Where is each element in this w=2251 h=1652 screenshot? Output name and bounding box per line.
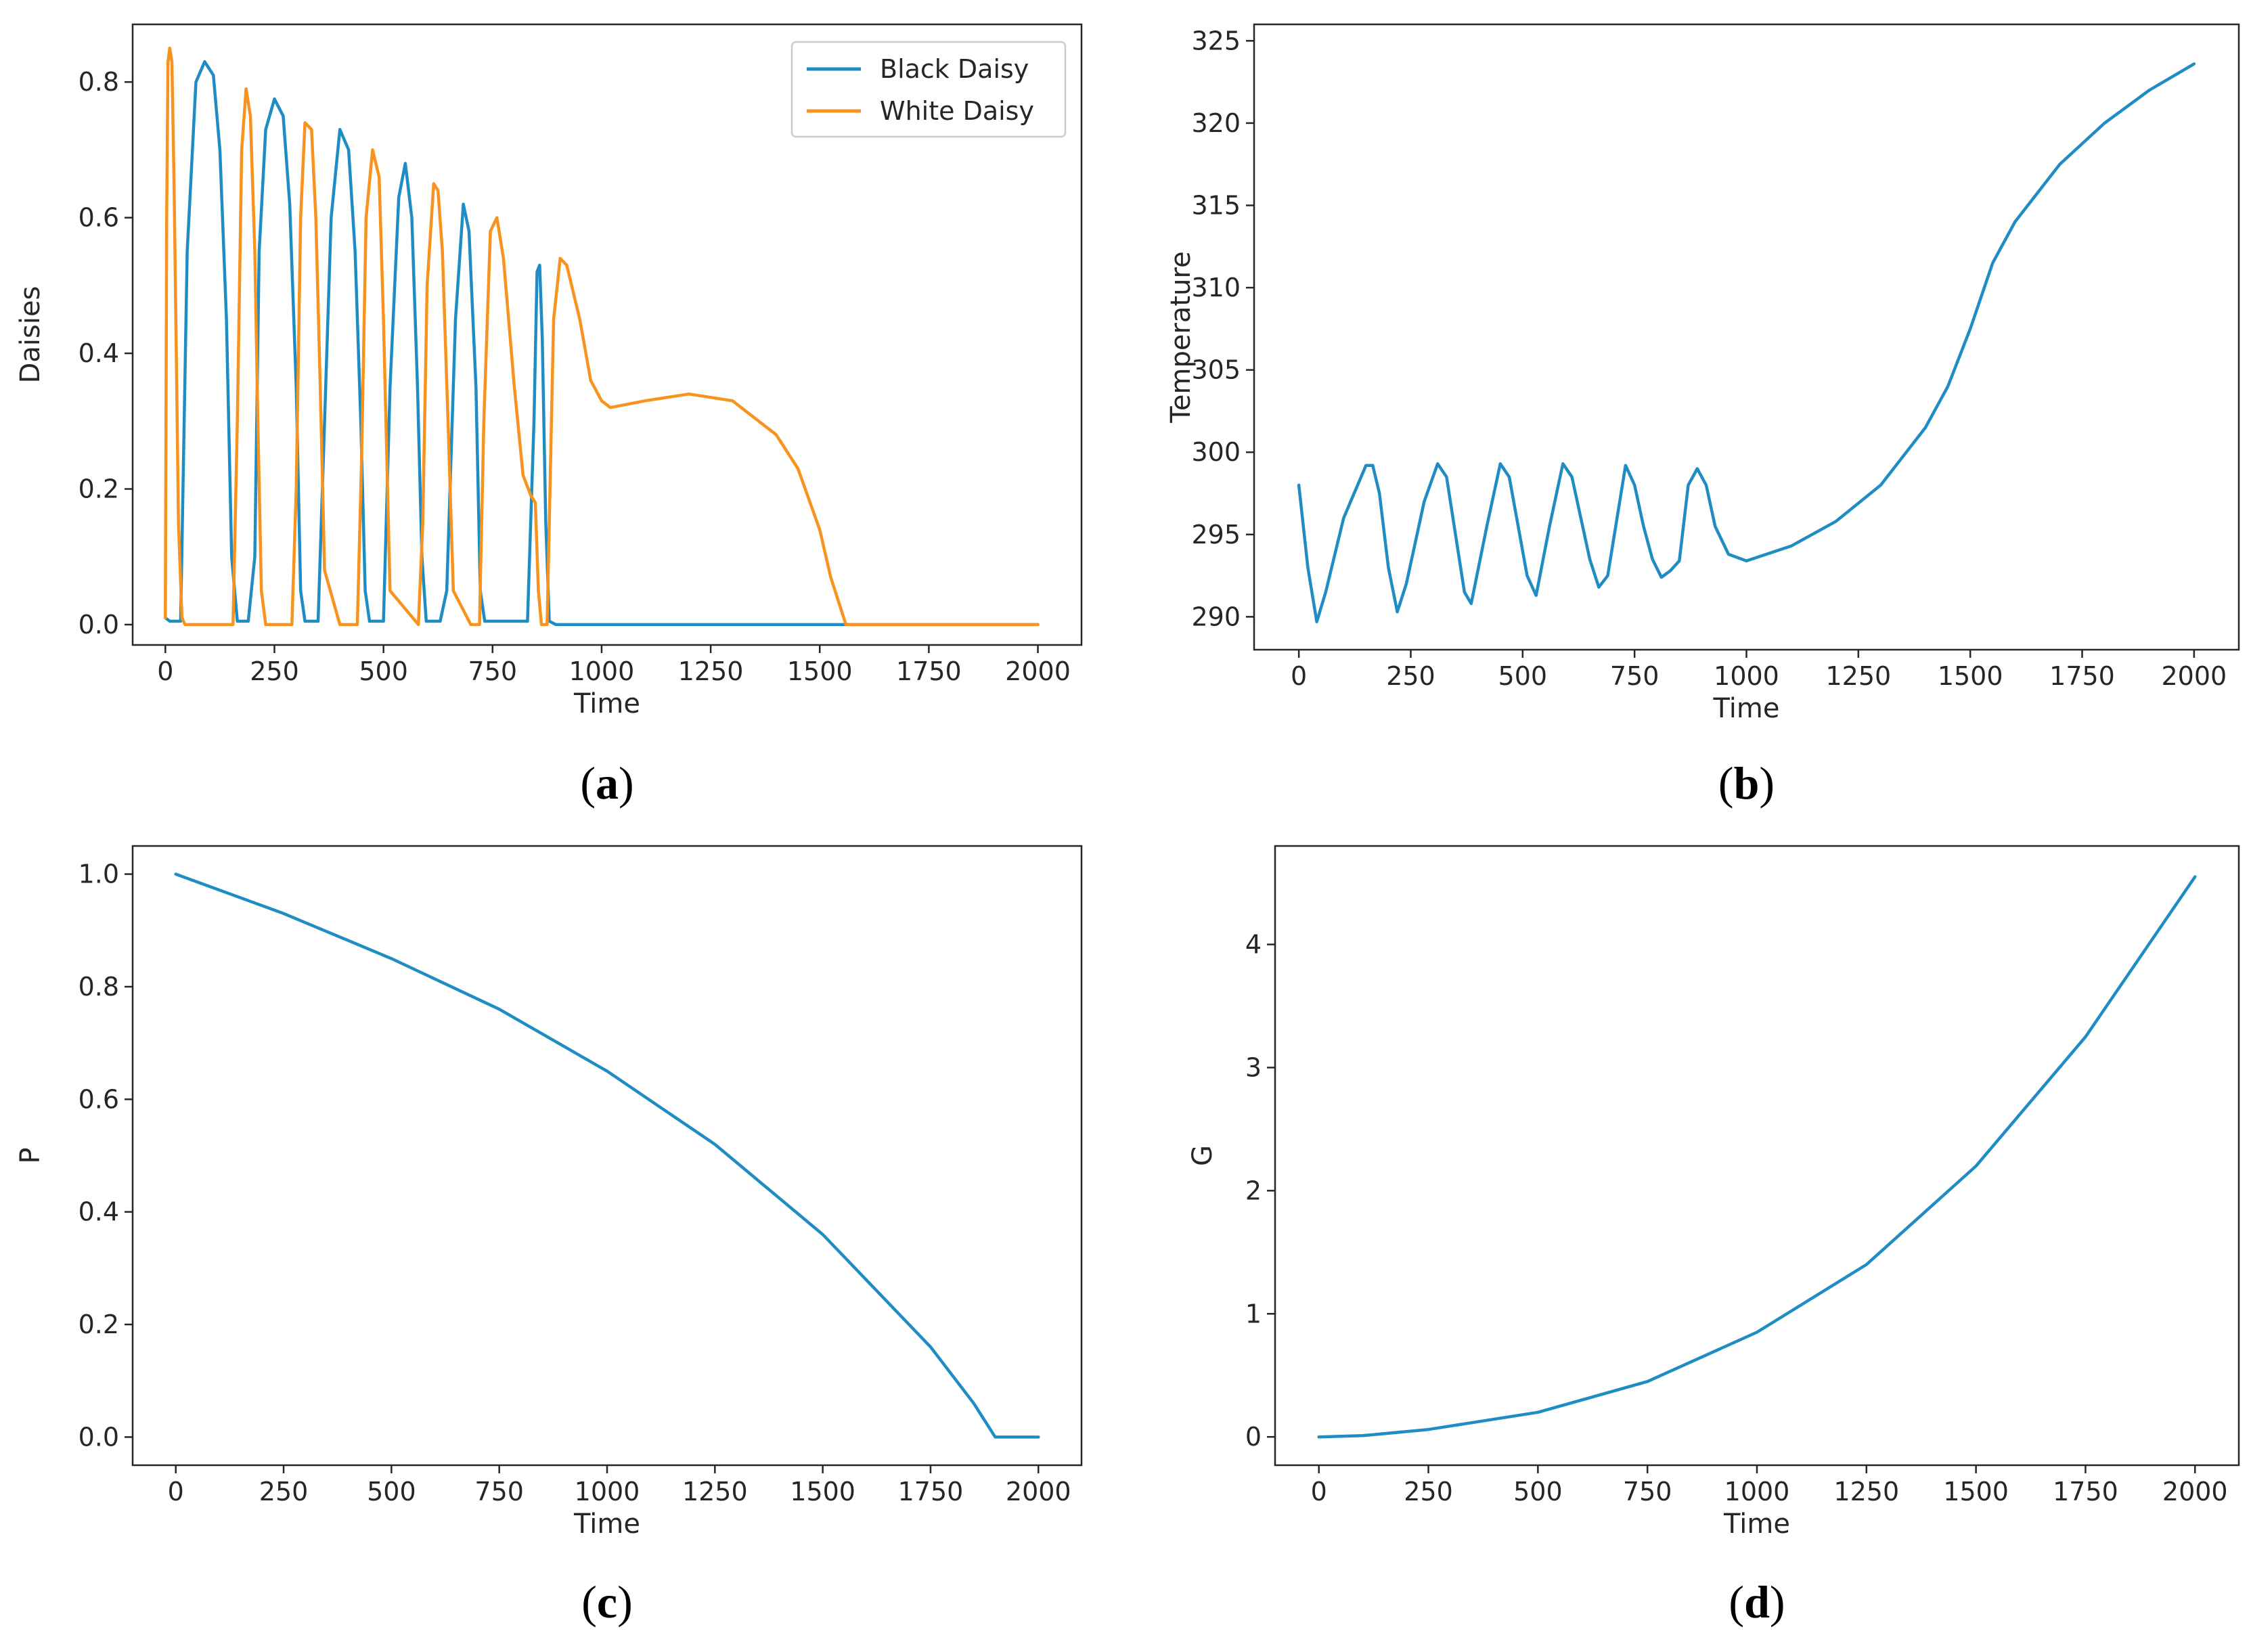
x-axis-label: Time [1723, 1509, 1790, 1540]
y-axis-label: P [15, 1147, 46, 1163]
y-tick-label: 1 [1245, 1299, 1262, 1329]
x-tick-label: 1750 [898, 1477, 964, 1506]
legend: Black Daisy White Daisy [790, 41, 1067, 138]
x-axis-label: Time [1713, 693, 1780, 724]
x-tick-label: 2000 [2162, 1477, 2228, 1506]
y-tick-label: 0.6 [79, 203, 119, 233]
x-tick-label: 750 [474, 1477, 524, 1506]
x-tick-label: 250 [259, 1477, 309, 1506]
y-tick-label: 295 [1191, 520, 1241, 550]
y-tick-label: 0.4 [79, 1197, 119, 1227]
x-tick-label: 250 [1404, 1477, 1453, 1506]
panel-a-daisies-chart: 0 250 500 750 1000 1250 1500 1750 2000 0.0 0.2 0.4 0… [15, 23, 1083, 809]
panel-label: (a) [580, 757, 633, 809]
y-axis-label: G [1187, 1145, 1218, 1166]
y-tick-label: 315 [1191, 190, 1241, 220]
x-tick-label: 750 [1610, 661, 1659, 691]
panel-label: (d) [1729, 1576, 1785, 1628]
x-tick-label: 1000 [569, 656, 635, 686]
series-line-1 [174, 872, 1040, 1439]
series-line-1 [1297, 62, 2196, 623]
y-tick-label: 0.0 [79, 610, 119, 640]
x-tick-label: 250 [1386, 661, 1435, 691]
y-tick-label: 0 [1245, 1422, 1262, 1452]
series-line-1 [1317, 875, 2197, 1439]
y-tick-label: 0.6 [79, 1084, 119, 1114]
x-tick-label: 500 [367, 1477, 416, 1506]
x-tick-label: 1000 [1724, 1477, 1790, 1506]
panel-c-p-chart: 0 250 500 750 1000 1250 1500 1750 2000 0.0 0.2 0.4 0… [15, 845, 1083, 1628]
y-tick-label: 1.0 [79, 860, 119, 889]
x-tick-label: 1750 [2053, 1477, 2118, 1506]
panel-label: (c) [581, 1576, 633, 1628]
x-tick-label: 500 [359, 656, 408, 686]
x-tick-label: 1250 [1825, 661, 1891, 691]
y-tick-label: 0.8 [79, 972, 119, 1002]
x-tick-label: 1250 [682, 1477, 748, 1506]
y-tick-label: 0.0 [79, 1422, 119, 1452]
panel-b-temperature-chart: 0 250 500 750 1000 1250 1500 1750 2000 290 295 300 3… [1165, 23, 2240, 809]
x-tick-label: 0 [168, 1477, 184, 1506]
y-axis-label: Daisies [15, 286, 46, 384]
x-tick-label: 2000 [1005, 656, 1071, 686]
x-tick-label: 1250 [1833, 1477, 1899, 1506]
plot-frame [131, 23, 1083, 646]
plot-frame [1253, 23, 2240, 651]
y-tick-label: 0.4 [79, 338, 119, 368]
x-tick-label: 500 [1513, 1477, 1563, 1506]
series-line-white-daisy [164, 46, 1040, 627]
x-axis-label: Time [573, 1509, 640, 1540]
x-tick-label: 1750 [2049, 661, 2115, 691]
panel-d-g-chart: 0 250 500 750 1000 1250 1500 1750 2000 0 1 2 3 4 Time G… [1187, 845, 2240, 1628]
y-tick-label: 4 [1245, 930, 1262, 960]
legend-entry: Black Daisy [880, 54, 1029, 84]
x-tick-label: 2000 [1006, 1477, 1071, 1506]
x-tick-label: 1500 [1943, 1477, 2009, 1506]
x-tick-label: 500 [1498, 661, 1548, 691]
x-tick-label: 2000 [2162, 661, 2227, 691]
x-tick-label: 250 [250, 656, 299, 686]
x-tick-label: 1000 [575, 1477, 640, 1506]
x-tick-label: 0 [1291, 661, 1307, 691]
plot-frame [1274, 845, 2240, 1467]
x-tick-label: 0 [1311, 1477, 1327, 1506]
series-line-black-daisy [164, 60, 1040, 627]
x-tick-label: 1500 [1938, 661, 2003, 691]
x-tick-label: 750 [468, 656, 518, 686]
y-tick-label: 0.2 [79, 1310, 119, 1339]
x-tick-label: 1750 [896, 656, 962, 686]
y-axis-label: Temperature [1165, 251, 1197, 423]
plot-frame [131, 845, 1083, 1467]
legend-box [790, 41, 1067, 138]
x-tick-label: 750 [1623, 1477, 1672, 1506]
x-axis-label: Time [573, 688, 640, 719]
y-tick-label: 300 [1191, 437, 1241, 467]
x-tick-label: 1250 [678, 656, 744, 686]
y-tick-label: 290 [1191, 602, 1241, 631]
y-tick-label: 0.8 [79, 67, 119, 97]
y-tick-label: 3 [1245, 1052, 1262, 1082]
x-tick-label: 1500 [790, 1477, 855, 1506]
y-tick-label: 0.2 [79, 474, 119, 504]
x-tick-label: 1000 [1714, 661, 1779, 691]
y-tick-label: 305 [1191, 355, 1241, 385]
y-tick-label: 2 [1245, 1176, 1262, 1205]
panel-label: (b) [1718, 757, 1775, 809]
legend-entry: White Daisy [880, 96, 1034, 126]
x-tick-label: 1500 [787, 656, 853, 686]
y-tick-label: 325 [1191, 26, 1241, 55]
x-tick-label: 0 [157, 656, 173, 686]
y-tick-label: 310 [1191, 273, 1241, 303]
y-tick-label: 320 [1191, 108, 1241, 138]
